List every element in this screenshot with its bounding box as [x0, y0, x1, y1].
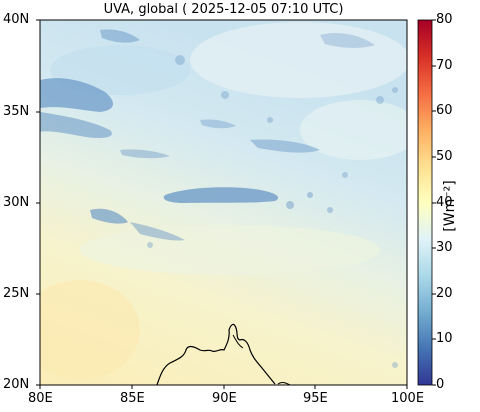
colorbar-tick-0: 0 — [436, 377, 445, 392]
lon-tick-80e: 80E — [28, 391, 53, 406]
lon-tick-90e: 90E — [212, 391, 237, 406]
coastline — [156, 323, 276, 385]
colorbar-tick-70: 70 — [436, 58, 453, 73]
lat-tick-30n: 30N — [3, 195, 30, 210]
lat-tick-25n: 25N — [3, 286, 30, 301]
colorbar-tick-30: 30 — [436, 240, 453, 255]
cloud-features — [40, 29, 398, 368]
colorbar-tick-20: 20 — [436, 286, 453, 301]
map-title: UVA, global ( 2025-12-05 07:10 UTC) — [103, 2, 344, 17]
colorbar-tick-50: 50 — [436, 149, 453, 164]
lat-tick-35n: 35N — [3, 104, 30, 119]
colorbar-tick-60: 60 — [436, 103, 453, 118]
lat-tick-20n: 20N — [3, 377, 30, 392]
lon-tick-85e: 85E — [120, 391, 145, 406]
colorbar-unit-label: [Wm⁻²] — [442, 180, 458, 232]
colorbar — [417, 19, 433, 386]
lon-tick-95e: 95E — [303, 391, 328, 406]
colorbar-tick-80: 80 — [436, 12, 453, 27]
lat-tick-40n: 40N — [3, 12, 30, 27]
colorbar-tick-40: 40 — [436, 195, 453, 210]
lon-tick-100e: 100E — [391, 391, 425, 406]
colorbar-tick-10: 10 — [436, 331, 453, 346]
